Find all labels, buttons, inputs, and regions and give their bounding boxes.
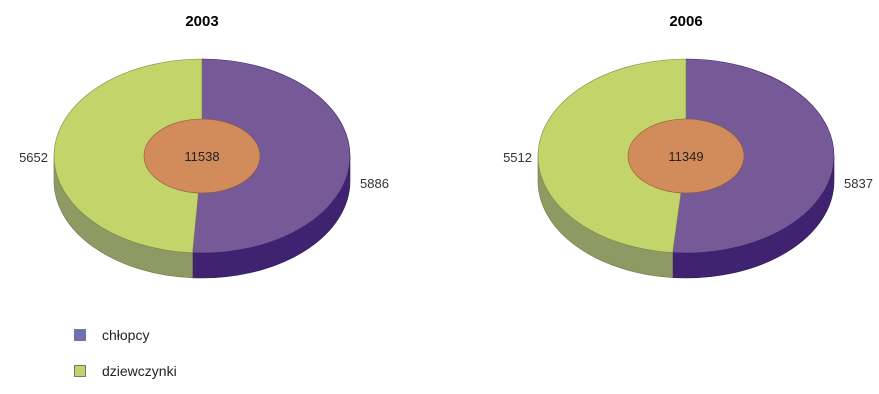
legend-label-chlopcy: chłopcy bbox=[102, 327, 150, 343]
legend-item-chlopcy: chłopcy bbox=[74, 322, 177, 348]
legend: chłopcy dziewczynki bbox=[74, 322, 177, 394]
pie-chart-2006: 11349 2006 5837 5512 bbox=[503, 13, 873, 279]
pie-slice-dziewczynki bbox=[537, 58, 687, 253]
chart-canvas: 11538 2003 5886 5652 11349 2006 5837 5512 bbox=[19, 13, 873, 279]
legend-label-dziewczynki: dziewczynki bbox=[102, 363, 177, 379]
data-label-dziewczynki: 5512 bbox=[503, 150, 532, 165]
pie-chart-2003: 11538 2003 5886 5652 bbox=[19, 13, 389, 279]
data-label-chlopcy: 5886 bbox=[360, 176, 389, 191]
pie-total-label: 11349 bbox=[668, 149, 703, 164]
legend-swatch-dziewczynki bbox=[74, 365, 86, 377]
pie-slice-chlopcy bbox=[672, 58, 835, 254]
legend-swatch-chlopcy bbox=[74, 329, 86, 341]
pie-total-label: 11538 bbox=[184, 149, 219, 164]
legend-item-dziewczynki: dziewczynki bbox=[74, 358, 177, 384]
data-label-dziewczynki: 5652 bbox=[19, 150, 48, 165]
pie-slice-chlopcy bbox=[192, 58, 351, 254]
pie-slice-dziewczynki bbox=[53, 58, 203, 254]
chart-title: 2003 bbox=[185, 13, 218, 30]
pie-center bbox=[627, 118, 745, 194]
chart-title: 2006 bbox=[669, 13, 702, 30]
pie-center bbox=[143, 118, 261, 194]
data-label-chlopcy: 5837 bbox=[844, 176, 873, 191]
